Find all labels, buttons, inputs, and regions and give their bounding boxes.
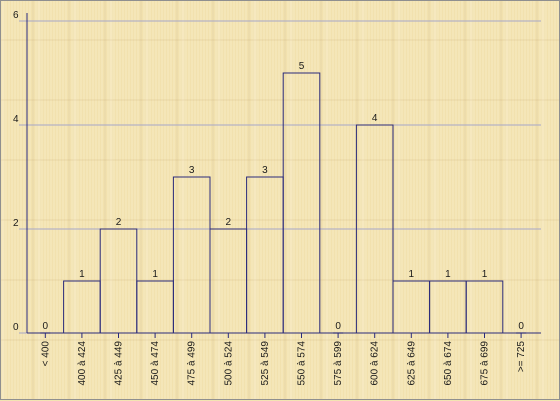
x-tick-label: 500 à 524 — [223, 341, 234, 386]
tick-labels: 0 2 4 6 < 400 400 à 424 425 à 449 450 à 474 475 … — [13, 10, 527, 386]
bar — [355, 124, 394, 334]
bar — [282, 72, 321, 334]
x-tick-label: 475 à 499 — [187, 341, 198, 386]
value-label: 1 — [79, 269, 85, 280]
bar — [63, 280, 101, 334]
bar — [465, 280, 504, 334]
value-label: 2 — [226, 217, 232, 228]
x-tick-label: < 400 — [40, 341, 51, 367]
x-tick-label: 525 à 549 — [260, 341, 271, 386]
value-label: 2 — [116, 217, 122, 228]
x-tick-label: 600 à 624 — [370, 341, 381, 386]
value-label: 1 — [152, 269, 158, 280]
x-tick-label: 650 à 674 — [443, 341, 454, 386]
x-tick-label: 425 à 449 — [114, 341, 125, 386]
bar — [392, 280, 431, 334]
value-label: 0 — [43, 321, 49, 332]
x-tick-label: 400 à 424 — [77, 341, 88, 386]
x-tick-label: 575 à 599 — [333, 341, 344, 386]
y-tick-label: 4 — [13, 114, 19, 125]
y-tick-label: 2 — [13, 218, 19, 229]
bar — [99, 228, 138, 334]
y-tick-label: 6 — [13, 10, 19, 21]
x-tick-label: 675 à 699 — [480, 341, 491, 386]
value-label: 0 — [335, 321, 341, 332]
bar — [136, 280, 174, 334]
value-label: 5 — [299, 61, 305, 72]
bar — [172, 176, 211, 334]
value-label: 1 — [482, 269, 488, 280]
x-tick-label: 450 à 474 — [150, 341, 161, 386]
value-label: 1 — [409, 269, 415, 280]
x-tick-label: 550 à 574 — [297, 341, 308, 386]
x-tick-label: >= 725 — [516, 341, 527, 373]
value-label: 0 — [518, 321, 524, 332]
value-label: 3 — [262, 165, 268, 176]
axes — [26, 13, 541, 338]
value-label: 1 — [445, 269, 451, 280]
value-label: 4 — [372, 113, 378, 124]
bar — [246, 176, 284, 334]
bars — [40, 72, 527, 334]
bar — [429, 280, 467, 334]
x-tick-label: 625 à 649 — [406, 341, 417, 386]
bar — [209, 228, 248, 334]
value-label: 3 — [189, 165, 195, 176]
value-labels: 0 1 2 1 3 2 3 5 0 4 1 1 1 0 — [43, 61, 525, 332]
y-tick-label: 0 — [13, 322, 19, 333]
